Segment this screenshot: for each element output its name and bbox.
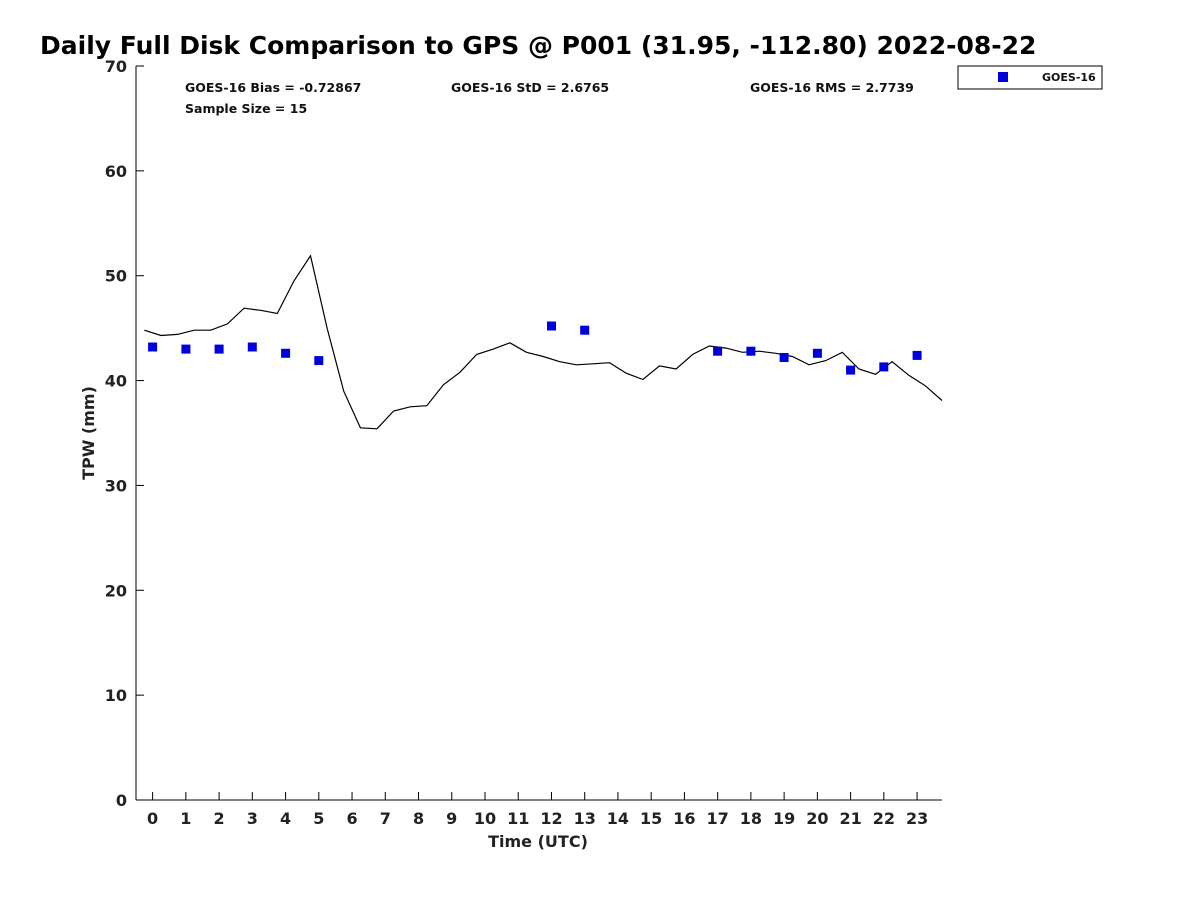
x-tick-label: 2 [214,809,225,828]
x-tick-label: 11 [507,809,529,828]
goes16-point [912,350,922,360]
goes16-point [281,348,291,358]
goes16-point [779,353,789,362]
legend-label-goes16: GOES-16 [1042,71,1096,84]
goes16-point [547,321,556,331]
legend-marker-goes16 [998,72,1008,82]
y-tick-label: 40 [105,372,127,391]
std-stat: GOES-16 StD = 2.6765 [451,80,609,95]
x-tick-label: 0 [147,809,158,828]
sample-size-stat: Sample Size = 15 [185,101,307,116]
goes16-point [214,344,224,354]
y-tick-label: 60 [105,162,127,181]
x-tick-label: 9 [446,809,457,828]
x-tick-label: 20 [806,809,828,828]
y-tick-label: 20 [105,581,127,600]
bias-stat: GOES-16 Bias = -0.72867 [185,80,361,95]
legend-box [957,65,1103,90]
chart-title: Daily Full Disk Comparison to GPS @ P001… [40,31,1036,60]
x-tick-label: 14 [607,809,629,828]
x-tick-label: 4 [280,809,291,828]
x-tick-label: 10 [474,809,496,828]
x-axis-label: Time (UTC) [488,832,588,851]
x-tick-label: 7 [380,809,391,828]
x-tick-label: 12 [540,809,562,828]
rms-stat: GOES-16 RMS = 2.7739 [750,80,914,95]
goes16-point [713,346,723,356]
goes16-point [812,348,822,358]
x-tick-label: 18 [740,809,762,828]
x-tick-label: 1 [180,809,191,828]
x-tick-label: 23 [906,809,928,828]
x-tick-label: 8 [413,809,424,828]
goes16-point [879,362,889,372]
legend: GOES-16 [957,65,1103,90]
y-tick-label: 10 [105,686,127,705]
x-tick-label: 22 [873,809,895,828]
y-axis-label: TPW (mm) [79,386,98,480]
y-tick-label: 70 [105,57,127,76]
gps-line [144,254,943,430]
goes16-point [148,342,158,352]
x-tick-label: 5 [313,809,324,828]
y-tick-label: 50 [105,267,127,286]
y-tick-label: 30 [105,476,127,495]
x-tick-label: 19 [773,809,795,828]
x-tick-label: 17 [707,809,729,828]
goes16-point [580,325,590,335]
goes16-point [846,365,856,375]
x-tick-label: 16 [673,809,695,828]
x-tick-label: 6 [346,809,357,828]
goes16-point [314,356,324,366]
x-tick-label: 13 [574,809,596,828]
y-tick-label: 0 [116,791,127,810]
x-tick-label: 3 [247,809,258,828]
goes16-point [247,342,257,352]
goes16-point [746,346,756,356]
goes16-point [181,344,191,354]
x-tick-label: 21 [839,809,861,828]
x-tick-label: 15 [640,809,662,828]
